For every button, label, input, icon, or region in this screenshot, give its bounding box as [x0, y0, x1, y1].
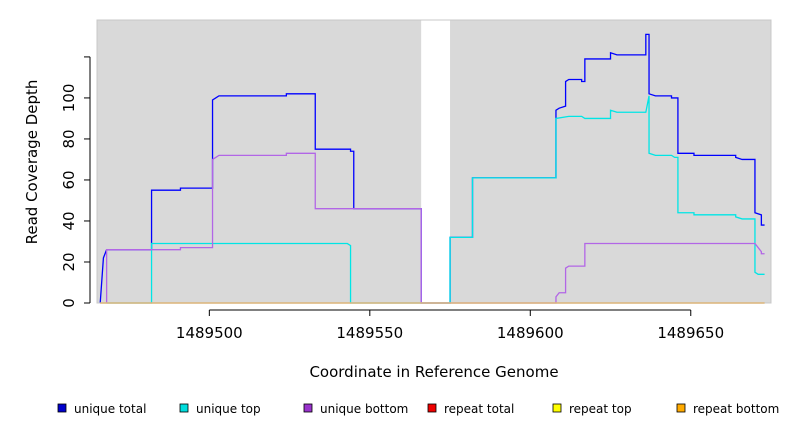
y-tick-label: 100 [60, 84, 78, 113]
legend-item-repeat-bottom: repeat bottom [676, 402, 779, 416]
legend: unique total unique top unique bottom repea… [57, 402, 779, 416]
plot-panel-right [450, 20, 771, 303]
legend-item-unique-bottom: unique bottom [303, 402, 408, 416]
legend-swatch [676, 403, 686, 413]
y-tick-label: 60 [60, 170, 78, 189]
legend-item-unique-total: unique total [57, 402, 146, 416]
y-axis-title: Read Coverage Depth [23, 80, 41, 245]
plot-border [96, 19, 772, 304]
plot-panel-left [97, 20, 422, 303]
plot-background [97, 20, 771, 303]
legend-swatch [179, 403, 189, 413]
x-tick-label: 1489650 [657, 324, 724, 342]
y-tick-label: 20 [60, 252, 78, 271]
legend-label: unique top [196, 402, 261, 416]
x-tick-label: 1489500 [176, 324, 243, 342]
plot-frame [96, 19, 772, 304]
x-tick-label: 1489550 [336, 324, 403, 342]
legend-label: unique bottom [320, 402, 408, 416]
legend-swatch [552, 403, 562, 413]
y-tick-label: 0 [60, 298, 78, 308]
x-tick-label: 1489600 [497, 324, 564, 342]
legend-item-repeat-total: repeat total [427, 402, 514, 416]
legend-label: repeat total [444, 402, 514, 416]
y-axis: 0 20 40 60 80 100 [60, 56, 91, 308]
legend-label: repeat top [569, 402, 632, 416]
legend-item-unique-top: unique top [179, 402, 261, 416]
legend-swatch [303, 403, 313, 413]
x-axis-title: Coordinate in Reference Genome [309, 363, 558, 381]
legend-swatch [427, 403, 437, 413]
legend-item-repeat-top: repeat top [552, 402, 632, 416]
legend-label: repeat bottom [693, 402, 779, 416]
legend-swatch [57, 403, 67, 413]
x-axis: 1489500 1489550 1489600 1489650 [176, 309, 724, 342]
legend-label: unique total [74, 402, 146, 416]
series-line-unique-total [99, 33, 765, 304]
y-tick-label: 80 [60, 129, 78, 148]
y-tick-label: 40 [60, 211, 78, 230]
